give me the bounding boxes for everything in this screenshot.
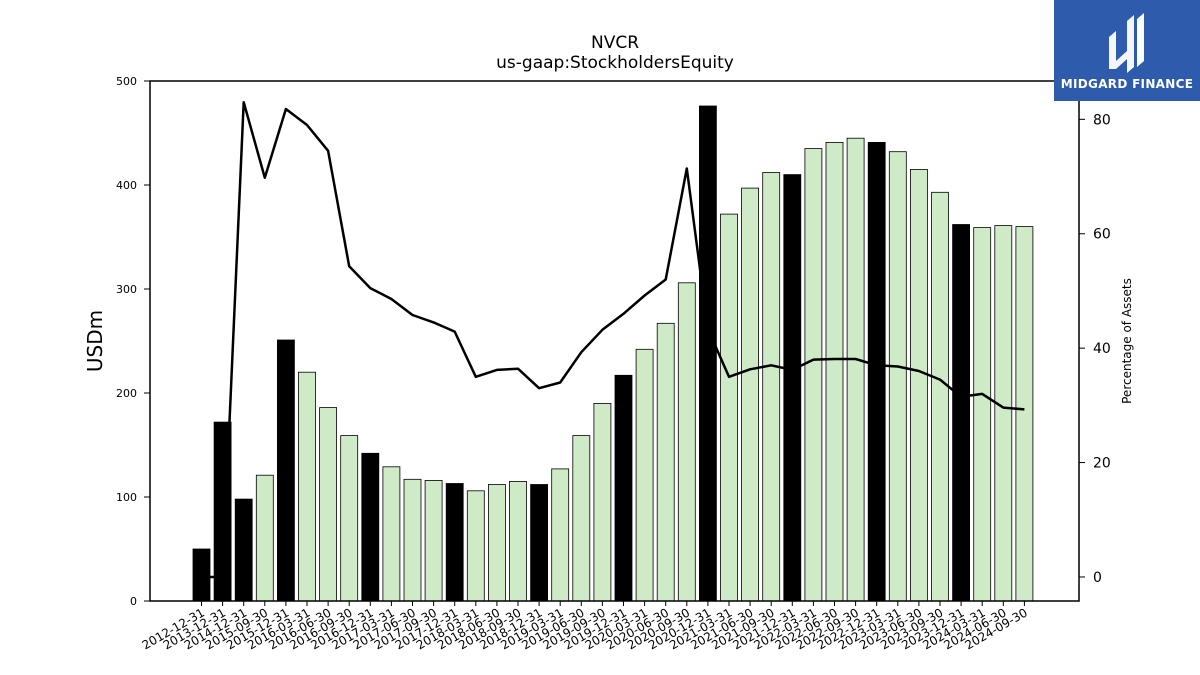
bar-2018-06-30 <box>487 484 506 602</box>
bar-2022-06-30 <box>825 141 844 602</box>
x-axis: 2012-12-312013-12-312014-12-312015-09-30… <box>140 601 1030 652</box>
y-axis-right: 0 20 40 60 80 <box>1079 112 1111 586</box>
y-tick-label-0: 0 <box>130 595 137 608</box>
y-tick-label-300: 300 <box>116 283 137 296</box>
bar-2024-09-30 <box>1015 226 1034 602</box>
bar-2021-06-30 <box>741 187 759 602</box>
bar-2019-12-31 <box>614 374 633 602</box>
bar-2017-03-31 <box>382 466 401 602</box>
bar-2024-06-30 <box>994 225 1013 602</box>
line-layer <box>201 100 1025 579</box>
y-right-tick-label-40: 40 <box>1093 341 1111 357</box>
bar-2016-06-30 <box>319 407 338 602</box>
brand-logo: MIDGARD FINANCE <box>1054 0 1200 101</box>
bar-2022-09-30 <box>846 137 865 602</box>
y-tick-label-500: 500 <box>116 75 137 88</box>
bar-2015-12-31 <box>276 339 295 602</box>
bar-2016-03-31 <box>298 371 316 602</box>
bar-2020-09-30 <box>677 282 696 602</box>
bar-2022-12-31 <box>867 141 886 602</box>
bar-2019-09-30 <box>593 402 612 602</box>
bar-2015-09-30 <box>255 474 274 602</box>
bar-2022-03-31 <box>804 148 823 602</box>
bar-2020-12-31 <box>699 105 717 602</box>
bars-layer <box>192 105 1034 602</box>
y-tick-label-400: 400 <box>116 179 137 192</box>
bar-2020-06-30 <box>656 322 675 602</box>
midgard-m-icon <box>1109 12 1144 73</box>
y-axis-label-left: USDm <box>83 310 107 372</box>
y-tick-label-200: 200 <box>116 387 137 400</box>
bar-2021-09-30 <box>762 172 781 602</box>
y-right-tick-label-80: 80 <box>1093 112 1111 128</box>
bar-2023-09-30 <box>931 191 949 602</box>
bar-2023-12-31 <box>952 224 970 602</box>
bar-2020-03-31 <box>635 348 654 602</box>
y-right-tick-label-0: 0 <box>1093 570 1102 586</box>
y-axis-label-right: Percentage of Assets <box>1120 278 1134 404</box>
bar-2024-03-31 <box>973 227 992 602</box>
bar-2021-12-31 <box>783 174 802 602</box>
percentage-line <box>201 100 1025 579</box>
bar-2014-12-31 <box>234 498 253 602</box>
brand-logo-text: MIDGARD FINANCE <box>1060 76 1194 91</box>
bar-2016-12-31 <box>361 452 380 602</box>
bar-2017-12-31 <box>445 483 464 602</box>
bar-2017-06-30 <box>403 478 422 602</box>
y-right-tick-label-20: 20 <box>1093 456 1111 472</box>
y-axis-left: 0 100 200 300 400 500 <box>116 75 150 608</box>
bar-2019-06-30 <box>572 435 591 602</box>
bar-2023-06-30 <box>910 168 928 602</box>
chart-subtitle: us-gaap:StockholdersEquity <box>496 53 734 73</box>
y-right-tick-label-60: 60 <box>1093 227 1111 243</box>
bar-2021-03-31 <box>720 213 738 602</box>
bar-2017-09-30 <box>424 479 443 602</box>
bar-2018-09-30 <box>509 480 527 602</box>
bar-2018-03-31 <box>466 490 485 602</box>
bar-2023-03-31 <box>888 151 907 602</box>
y-tick-label-100: 100 <box>116 491 137 504</box>
bar-2018-12-31 <box>530 484 548 602</box>
plot-frame <box>149 80 1080 602</box>
bar-2019-03-31 <box>551 468 570 602</box>
chart-title: NVCR <box>591 33 639 53</box>
bar-2016-09-30 <box>340 435 359 602</box>
bar-2012-12-31 <box>192 548 211 602</box>
